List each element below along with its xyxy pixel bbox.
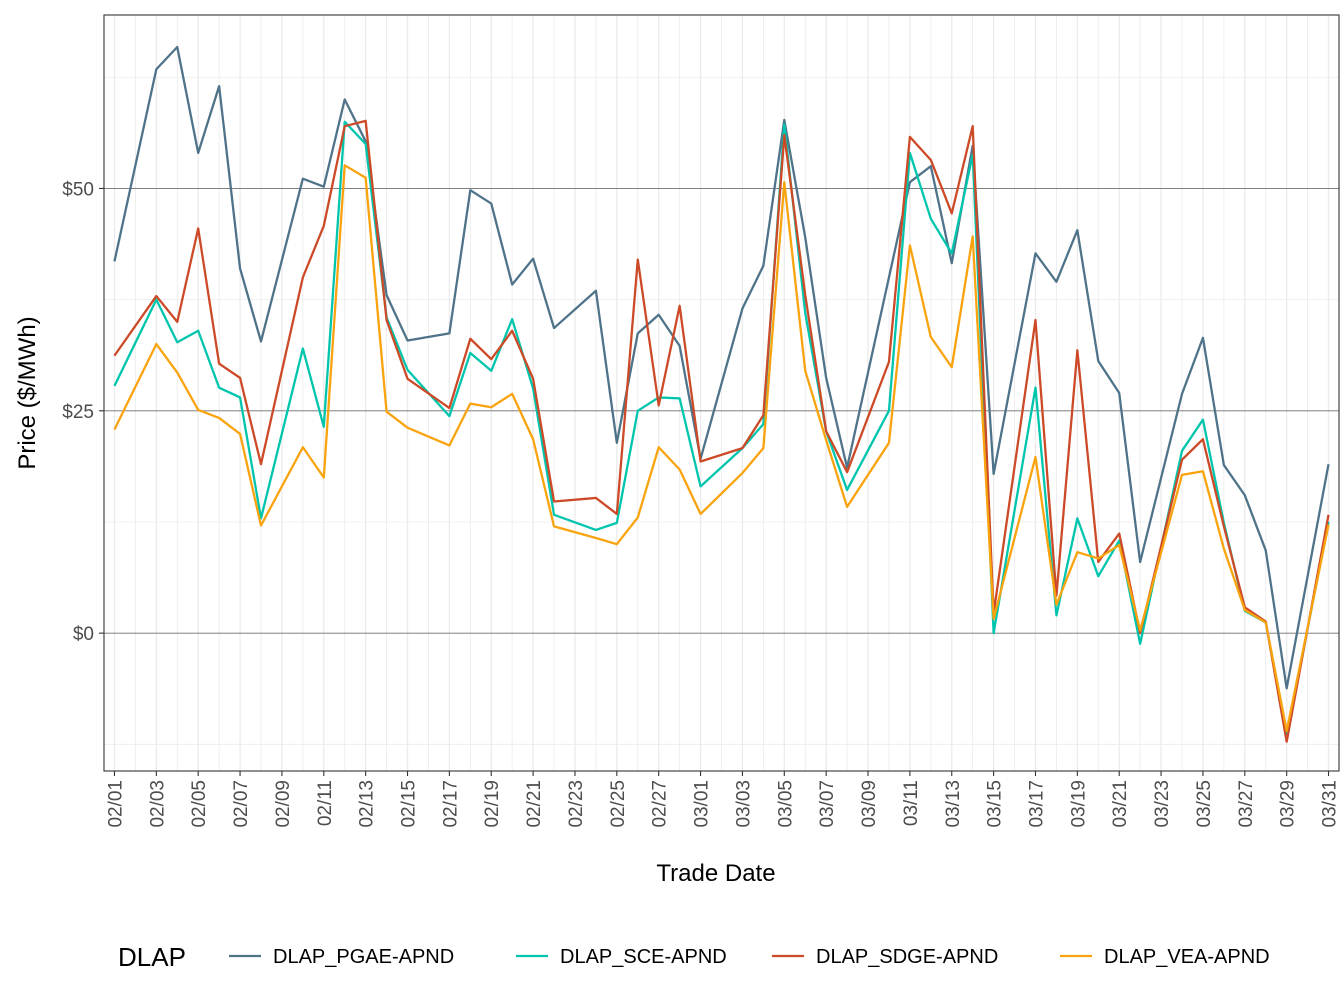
x-tick-label: 03/01 <box>692 780 713 828</box>
x-tick-label: 03/13 <box>943 780 964 828</box>
x-tick-label: 03/11 <box>901 780 922 826</box>
x-tick-label: 03/29 <box>1278 780 1299 828</box>
series-line-2 <box>113 119 1330 743</box>
x-tick-label: 03/25 <box>1194 780 1215 828</box>
x-tick-label: 02/17 <box>440 780 461 828</box>
x-tick-label: 02/27 <box>650 780 671 828</box>
legend-label-3: DLAP_VEA-APND <box>1104 946 1270 968</box>
x-tick-label: 03/19 <box>1068 780 1089 828</box>
x-tick-label: 02/15 <box>399 780 420 828</box>
legend-label-1: DLAP_SCE-APND <box>560 946 727 968</box>
y-tick-label: $25 <box>62 402 94 423</box>
legend: DLAP DLAP_PGAE-APND DLAP_SCE-APND DLAP_SDG… <box>118 942 1270 972</box>
x-tick-label: 02/13 <box>357 780 378 828</box>
x-tick-label: 03/09 <box>859 780 880 828</box>
y-axis: $0 $25 $50 <box>62 179 104 645</box>
legend-label-2: DLAP_SDGE-APND <box>816 946 998 968</box>
x-tick-label: 02/25 <box>608 780 629 828</box>
x-tick-label: 03/31 <box>1320 780 1341 828</box>
x-tick-label: 02/09 <box>273 780 294 828</box>
x-tick-label: 02/03 <box>147 780 168 828</box>
x-tick-label: 03/21 <box>1110 780 1131 828</box>
y-tick-label: $50 <box>62 179 94 200</box>
x-tick-label: 02/11 <box>315 780 336 826</box>
x-tick-label: 02/19 <box>482 780 503 828</box>
x-tick-label: 02/07 <box>231 780 252 828</box>
x-tick-label: 02/23 <box>566 780 587 828</box>
x-tick-label: 03/27 <box>1236 780 1257 828</box>
x-tick-label: 02/01 <box>105 780 126 828</box>
x-axis-title: Trade Date <box>656 860 775 887</box>
series-line-3 <box>113 164 1330 733</box>
major-gridlines <box>104 15 1339 771</box>
x-tick-label: 03/15 <box>985 780 1006 828</box>
y-axis-title: Price ($/MWh) <box>14 316 41 469</box>
x-tick-label: 02/21 <box>524 780 545 828</box>
x-tick-label: 03/07 <box>817 780 838 828</box>
x-axis: 02/01 02/03 02/05 02/07 02/09 02/11 02/13 02/15… <box>105 771 1341 828</box>
x-tick-label: 02/05 <box>189 780 210 828</box>
series-lines <box>113 45 1330 743</box>
x-tick-label: 03/05 <box>775 780 796 828</box>
x-tick-label: 03/17 <box>1026 780 1047 828</box>
x-tick-label: 03/03 <box>733 780 754 828</box>
plot-border <box>103 14 1340 772</box>
legend-title: DLAP <box>118 942 186 972</box>
x-tick-label: 03/23 <box>1152 780 1173 828</box>
y-tick-label: $0 <box>73 624 94 645</box>
legend-label-0: DLAP_PGAE-APND <box>273 946 454 968</box>
